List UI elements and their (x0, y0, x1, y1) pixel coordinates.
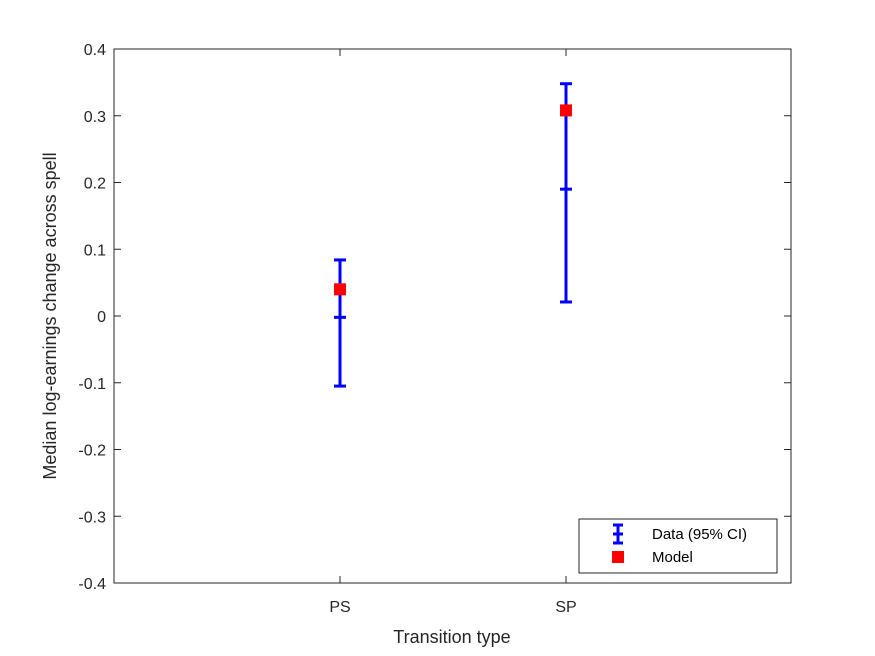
model-marker-ps (334, 283, 346, 296)
y-tick-label: 0.2 (84, 176, 106, 193)
legend: Data (95% CI) Model (578, 518, 778, 574)
y-axis-title: Median log-earnings change across spell (40, 152, 60, 479)
y-tick-label: 0.1 (84, 242, 106, 259)
chart-marks (334, 82, 572, 388)
y-tick-label: -0.2 (78, 443, 106, 460)
y-tick-label: -0.3 (78, 509, 106, 526)
y-tick-label: -0.1 (78, 376, 106, 393)
legend-label: Model (652, 549, 693, 566)
legend-errorbar-icon (613, 523, 623, 545)
y-tick-label: 0.3 (84, 109, 106, 126)
y-tick-label: 0.4 (84, 42, 106, 59)
model-marker-sp (560, 104, 572, 117)
legend-model-marker (612, 551, 624, 563)
x-tick-label: SP (555, 599, 576, 616)
x-axis-title: Transition type (393, 627, 510, 647)
plot-area (114, 49, 791, 583)
errorbar-sp (560, 82, 572, 304)
axes: -0.4 -0.3 -0.2 -0.1 0 0.1 0.2 0.3 0.4 PS SP (78, 42, 792, 616)
x-tick-label: PS (329, 599, 350, 616)
legend-box (578, 518, 778, 574)
legend-label: Data (95% CI) (652, 526, 747, 543)
errorbar-ps (334, 258, 346, 388)
y-tick-label: -0.4 (78, 576, 106, 593)
y-tick-label: 0 (97, 309, 106, 326)
